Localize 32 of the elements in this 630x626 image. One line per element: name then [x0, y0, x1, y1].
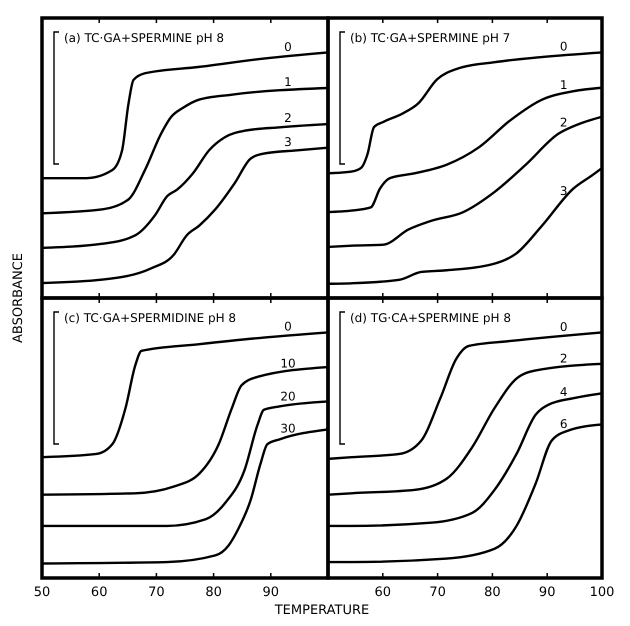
series-label: 3: [284, 135, 292, 150]
chart-title: (d) TG·CA+SPERMINE pH 8: [350, 311, 512, 325]
series-label: 1: [560, 78, 568, 92]
x-tick-label: 50: [34, 585, 50, 600]
y-axis-title: ABSORBANCE: [11, 253, 26, 343]
series-label: 0: [284, 320, 292, 334]
series-label: 10: [280, 356, 296, 371]
chart-title: (c) TC·GA+SPERMIDINE pH 8: [64, 311, 236, 325]
series-label: 1: [284, 74, 292, 89]
chart-title: (b) TC·GA+SPERMINE pH 7: [350, 31, 510, 45]
series-label: 2: [560, 352, 568, 366]
series-label: 6: [560, 417, 568, 432]
x-axis-title: TEMPERATURE: [274, 603, 370, 618]
series-label: 3: [560, 184, 568, 198]
x-tick-label: 70: [148, 585, 165, 600]
x-tick-label: 100: [590, 585, 614, 600]
x-tick-label: 90: [538, 585, 556, 600]
x-tick-label: 80: [205, 585, 222, 600]
series-label: 2: [284, 110, 292, 125]
chart-title: (a) TC·GA+SPERMINE pH 8: [64, 31, 224, 45]
series-label: 20: [280, 389, 296, 404]
x-tick-label: 60: [374, 585, 392, 600]
x-tick-label: 70: [429, 585, 446, 600]
series-label: 0: [560, 320, 568, 334]
series-label: 30: [280, 422, 296, 436]
series-label: 0: [284, 40, 292, 54]
series-label: 0: [560, 39, 568, 54]
x-tick-label: 60: [90, 585, 108, 600]
series-label: 4: [560, 384, 568, 399]
x-tick-label: 80: [484, 585, 501, 600]
series-label: 2: [560, 115, 568, 130]
x-tick-label: 90: [262, 585, 280, 600]
